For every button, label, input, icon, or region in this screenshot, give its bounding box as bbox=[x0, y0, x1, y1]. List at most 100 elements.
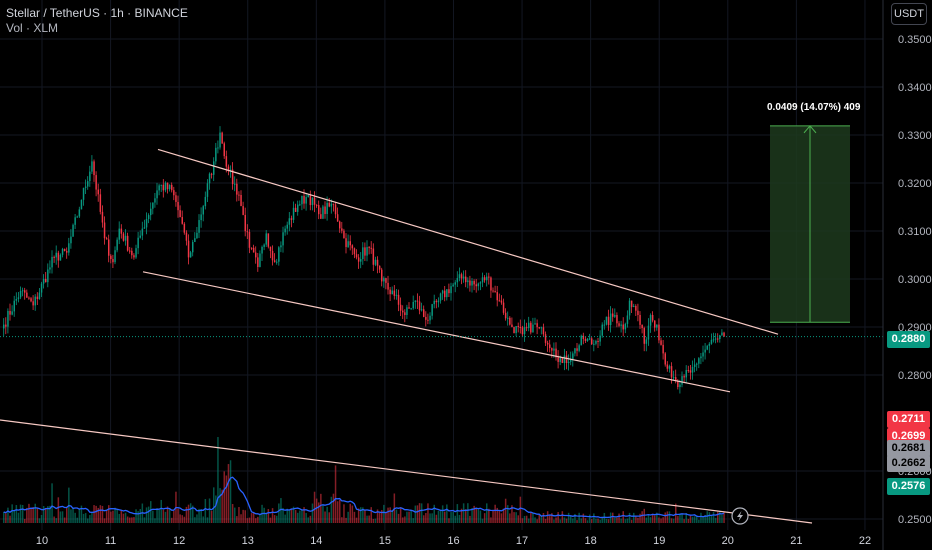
candle bbox=[34, 296, 36, 306]
volume-bar bbox=[196, 514, 198, 523]
candle bbox=[427, 319, 429, 321]
volume-bar bbox=[236, 516, 238, 523]
candle bbox=[574, 348, 576, 354]
price-tick-label: 0.3500 bbox=[898, 34, 932, 46]
volume-bar bbox=[17, 512, 20, 523]
volume-bar bbox=[370, 507, 372, 523]
candle bbox=[456, 278, 459, 283]
volume-bar bbox=[76, 517, 78, 523]
volume-bar bbox=[74, 512, 76, 523]
candle bbox=[219, 132, 221, 148]
candle bbox=[458, 274, 461, 279]
volume-bar bbox=[40, 514, 43, 523]
candle bbox=[97, 189, 99, 195]
volume-bar bbox=[513, 512, 515, 523]
candle bbox=[580, 335, 582, 346]
price-tick-label: 0.2500 bbox=[898, 514, 932, 526]
time-tick-label: 10 bbox=[36, 535, 48, 547]
volume-bar bbox=[30, 508, 32, 523]
candle bbox=[38, 292, 41, 300]
candle bbox=[593, 343, 595, 345]
candle bbox=[225, 156, 228, 167]
time-tick-label: 21 bbox=[790, 535, 802, 547]
candle bbox=[187, 240, 190, 258]
volume-bar bbox=[385, 512, 387, 523]
volume-bar bbox=[693, 516, 696, 523]
candles bbox=[3, 126, 725, 394]
currency-button[interactable]: USDT bbox=[891, 3, 927, 25]
candle bbox=[108, 239, 110, 256]
candle bbox=[630, 300, 633, 308]
candle bbox=[192, 242, 194, 253]
volume-bar bbox=[210, 510, 213, 523]
volume-bar bbox=[567, 512, 570, 523]
candle bbox=[639, 315, 641, 325]
volume-bar bbox=[723, 512, 725, 523]
volume-bar bbox=[5, 513, 7, 523]
volume-bar bbox=[593, 513, 595, 523]
candle bbox=[542, 327, 545, 335]
volume-bar bbox=[259, 514, 261, 523]
candle bbox=[164, 182, 167, 191]
volume-bar bbox=[57, 497, 60, 523]
candle bbox=[7, 310, 9, 327]
volume-bar bbox=[471, 508, 473, 523]
time-tick-label: 15 bbox=[379, 535, 391, 547]
candle bbox=[175, 195, 177, 202]
candle bbox=[347, 241, 349, 247]
candle bbox=[700, 356, 702, 359]
volume-bar bbox=[639, 513, 641, 523]
candle bbox=[286, 224, 288, 229]
price-label-grey-2: 0.2662 bbox=[887, 455, 930, 472]
volume-bar bbox=[429, 513, 431, 523]
candle bbox=[391, 290, 393, 295]
candle bbox=[525, 327, 528, 329]
candle bbox=[649, 315, 652, 326]
candle bbox=[234, 183, 236, 185]
volume-bar bbox=[601, 517, 603, 523]
candle bbox=[357, 257, 360, 262]
volume-bar bbox=[38, 518, 41, 523]
candle bbox=[47, 269, 49, 283]
volume-bar bbox=[433, 504, 435, 523]
volume-bar bbox=[139, 509, 141, 523]
candle bbox=[567, 361, 570, 364]
candle bbox=[513, 327, 515, 334]
candle bbox=[328, 202, 330, 207]
candle bbox=[280, 245, 282, 248]
volume-bar bbox=[183, 516, 186, 523]
candle bbox=[385, 278, 387, 283]
volume-bar bbox=[509, 513, 511, 523]
candle bbox=[282, 232, 284, 246]
volume-bar bbox=[271, 508, 274, 523]
volume-bar bbox=[498, 511, 501, 523]
candle bbox=[294, 207, 297, 212]
candle bbox=[402, 310, 404, 313]
volume-bar bbox=[173, 510, 175, 523]
candle bbox=[496, 292, 498, 301]
volume-bar bbox=[120, 509, 123, 523]
candle bbox=[208, 173, 211, 184]
volume-bar bbox=[651, 513, 654, 523]
candle bbox=[410, 308, 412, 310]
candle bbox=[664, 353, 666, 365]
volume-bar bbox=[3, 511, 5, 523]
volume-bar bbox=[477, 509, 480, 523]
volume-bar bbox=[668, 511, 671, 523]
candle bbox=[307, 195, 309, 198]
volume-bar bbox=[603, 512, 606, 523]
candle bbox=[439, 293, 442, 301]
candle bbox=[210, 173, 213, 175]
volume-bar bbox=[546, 511, 549, 523]
volume-bar bbox=[288, 510, 291, 523]
candle bbox=[381, 269, 383, 282]
candle bbox=[150, 208, 152, 216]
volume-bar bbox=[519, 496, 522, 523]
volume-bar bbox=[681, 514, 683, 523]
volume-bar bbox=[666, 511, 669, 523]
candle bbox=[349, 241, 351, 246]
candle bbox=[546, 342, 549, 345]
volume-bar bbox=[462, 503, 465, 523]
candle bbox=[141, 228, 144, 236]
